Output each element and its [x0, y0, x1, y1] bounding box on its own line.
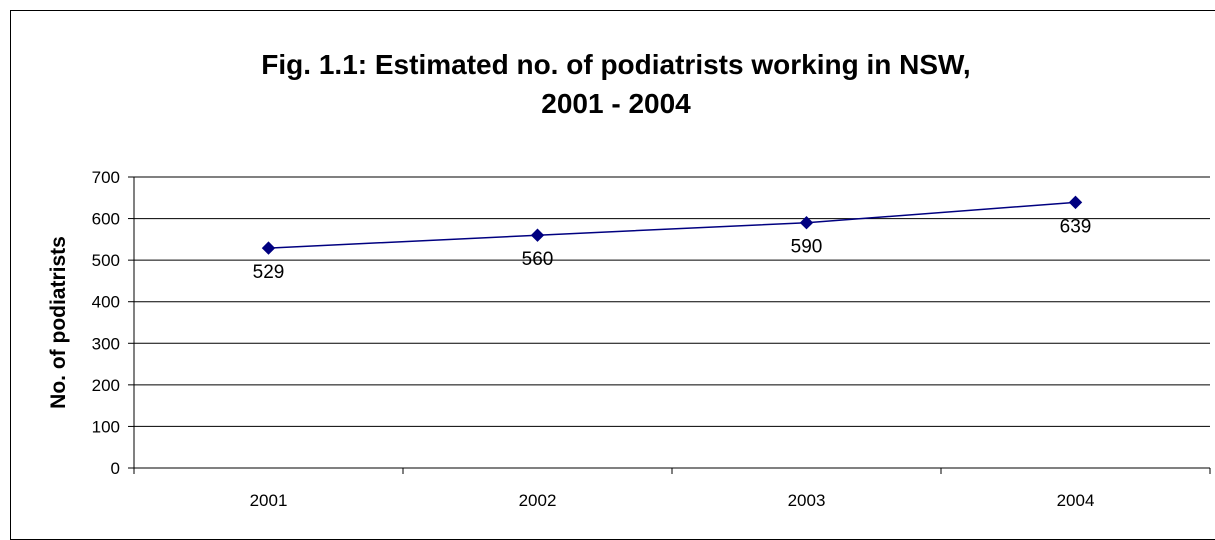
y-tick-label: 500	[92, 251, 120, 270]
axes	[128, 176, 1211, 474]
data-point-marker	[530, 228, 545, 242]
series-line	[268, 201, 1076, 249]
y-tick-label: 100	[92, 417, 120, 436]
data-point-marker	[799, 216, 814, 230]
y-tick-label: 300	[92, 334, 120, 353]
x-tick-label: 2004	[1057, 491, 1095, 510]
data-labels: 529 560 590 639	[253, 216, 1092, 283]
chart-title-line-2: 2001 - 2004	[541, 88, 691, 119]
y-tick-label: 600	[92, 210, 120, 229]
x-tick-label: 2003	[788, 491, 826, 510]
y-tick-label: 700	[92, 168, 120, 187]
series-group	[261, 195, 1083, 255]
y-tick-label: 0	[111, 459, 120, 478]
data-label: 639	[1060, 216, 1092, 237]
data-label: 590	[791, 237, 823, 258]
data-point-marker	[1068, 195, 1083, 210]
y-tick-labels: 0 100 200 300 400 500 600 700	[92, 168, 120, 478]
gridlines	[134, 176, 1210, 427]
x-tick-label: 2002	[519, 491, 557, 510]
chart-title-line-1: Fig. 1.1: Estimated no. of podiatrists w…	[261, 49, 971, 80]
x-tick-label: 2001	[250, 491, 288, 510]
chart-frame: Fig. 1.1: Estimated no. of podiatrists w…	[10, 10, 1215, 540]
y-tick-label: 400	[92, 293, 120, 312]
data-label: 560	[522, 249, 554, 270]
y-axis-title: No. of podiatrists	[47, 236, 70, 409]
data-point-marker	[261, 241, 276, 255]
data-label: 529	[253, 262, 285, 283]
x-tick-labels: 2001 2002 2003 2004	[250, 491, 1095, 510]
y-tick-label: 200	[92, 376, 120, 395]
chart-title: Fig. 1.1: Estimated no. of podiatrists w…	[11, 45, 1215, 123]
